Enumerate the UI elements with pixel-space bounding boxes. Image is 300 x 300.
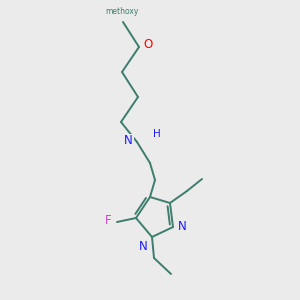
Text: methoxy: methoxy [105,7,139,16]
Text: F: F [105,214,112,227]
Text: H: H [153,129,161,139]
Text: N: N [178,220,187,232]
Text: N: N [124,134,133,148]
Text: O: O [143,38,152,50]
Text: N: N [139,240,148,253]
